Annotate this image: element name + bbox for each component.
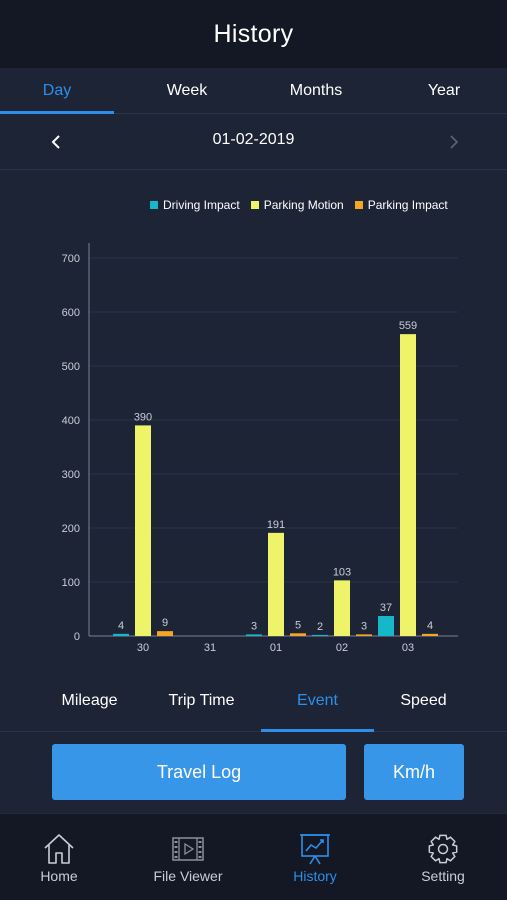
data-label: 5 [295,619,301,631]
bar-driving-impact [246,634,262,636]
data-label: 2 [317,621,323,633]
gear-outline [428,834,458,864]
tab-trip-time-label: Trip Time [168,692,235,709]
legend-label: Parking Impact [367,198,448,212]
x-tick-label: 31 [204,642,216,654]
nav-history-label: History [293,868,337,884]
legend-label: Parking Motion [263,198,344,212]
travel-log-button[interactable]: Travel Log [52,744,346,800]
nav-file-viewer-label: File Viewer [153,868,223,884]
data-label: 3 [361,620,367,632]
bottom-navigation: Home File Viewer History Setting [0,813,507,900]
bar-parking-motion [268,532,284,636]
tab-event-label: Event [297,692,338,709]
bar-parking-impact [356,634,372,636]
home-icon [42,832,76,866]
data-label: 3 [251,620,257,632]
y-tick-label: 0 [74,631,80,643]
y-tick-label: 600 [62,307,80,319]
data-label: 4 [118,620,124,632]
data-label: 9 [162,617,168,629]
bar-driving-impact [312,634,328,636]
tab-event[interactable]: Event [261,670,374,732]
legend-item-parking-impact: Parking Impact [354,198,448,212]
data-label: 37 [380,602,392,614]
tab-mileage-label: Mileage [61,692,118,709]
film-icon [171,832,205,866]
nav-history[interactable]: History [252,814,378,900]
chevron-right-icon[interactable] [440,128,468,156]
chevron-left-icon[interactable] [42,128,70,156]
bar-parking-motion [400,334,416,636]
page-title: History [213,19,294,48]
tab-day[interactable]: Day [0,68,114,114]
tab-mileage[interactable]: Mileage [33,670,146,732]
bar-parking-impact [157,631,173,636]
legend-swatch [250,201,259,209]
x-tick-label: 01 [270,642,282,654]
event-bar-chart: 0 100 200 300 400 500 600 700 4 390 9 30 31 3 191 5 01 2 1… [62,243,458,654]
y-tick-label: 100 [62,577,80,589]
data-label: 390 [134,411,152,423]
nav-setting[interactable]: Setting [380,814,506,900]
x-tick-label: 02 [336,642,348,654]
legend-item-parking-motion: Parking Motion [250,198,344,212]
tab-speed[interactable]: Speed [367,670,480,732]
tab-year[interactable]: Year [387,68,501,114]
y-tick-label: 300 [62,469,80,481]
bar-driving-impact [378,616,394,636]
y-tick-label: 200 [62,523,80,535]
tab-speed-label: Speed [400,692,447,709]
gear-hub [437,843,449,855]
travel-log-label: Travel Log [156,761,242,782]
tab-trip-time[interactable]: Trip Time [145,670,258,732]
nav-home[interactable]: Home [0,814,122,900]
tab-week-label: Week [166,82,208,99]
nav-setting-label: Setting [421,868,465,884]
legend-label: Driving Impact [163,198,240,212]
nav-file-viewer[interactable]: File Viewer [125,814,251,900]
legend-swatch [354,201,363,209]
gear-icon [426,832,460,866]
app-header: History [0,0,507,68]
tab-day-label: Day [42,82,72,99]
bar-parking-impact [290,633,306,636]
date-navigator: 01-02-2019 [0,114,507,170]
selected-date: 01-02-2019 [212,131,295,148]
x-tick-label: 03 [402,642,414,654]
tab-week[interactable]: Week [130,68,244,114]
period-tabs: Day Week Months Year [0,68,507,114]
tab-months-label: Months [289,82,343,99]
tab-months[interactable]: Months [259,68,373,114]
y-tick-label: 500 [62,361,80,373]
bar-parking-motion [334,580,350,636]
speed-unit-label: Km/h [392,761,435,782]
history-chart-icon [298,832,332,866]
metric-tabs: Mileage Trip Time Event Speed [0,670,507,732]
nav-home-label: Home [40,868,78,884]
bar-parking-motion [135,425,151,636]
legend-item-driving-impact: Driving Impact [150,198,240,212]
bar-driving-impact [113,633,129,636]
legend-swatch [150,201,158,209]
speed-unit-button[interactable]: Km/h [364,744,464,800]
y-tick-label: 700 [62,253,80,265]
x-tick-label: 30 [137,642,149,654]
chart-legend: Driving Impact Parking Motion Parking Im… [150,197,459,213]
y-tick-label: 400 [62,415,80,427]
data-label: 191 [267,519,285,531]
tab-year-label: Year [427,82,461,99]
data-label: 559 [399,320,417,332]
bar-parking-impact [422,633,438,636]
data-label: 4 [427,620,433,632]
data-label: 103 [333,566,351,578]
